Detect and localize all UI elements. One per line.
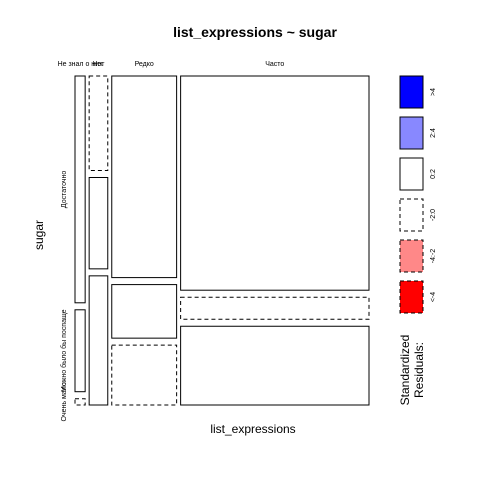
mosaic-tile — [111, 75, 178, 279]
legend-title-line2: Residuals: — [412, 342, 426, 398]
mosaic-tile — [74, 309, 86, 393]
legend-label: <-4 — [430, 292, 437, 302]
mosaic-tile — [111, 344, 178, 406]
y-tick-label: Очень мало — [61, 382, 68, 421]
legend-label: 2:4 — [430, 128, 437, 138]
mosaic-tile — [74, 75, 86, 304]
residuals-legend: >4 2:4 0:2 -2:0 -4:-2 <-4 — [399, 75, 437, 314]
x-tick-label: Нет — [92, 61, 105, 68]
legend-swatch — [399, 280, 424, 314]
chart-title: list_expressions ~ sugar — [173, 24, 337, 40]
mosaic-tile — [111, 284, 178, 339]
legend-label: -4:-2 — [430, 249, 437, 264]
x-tick-label: Не знал о них — [58, 61, 104, 68]
y-tick-label: Достаточно — [61, 171, 68, 208]
mosaic-tile — [180, 75, 370, 291]
legend-swatch — [399, 157, 424, 191]
legend-label: 0:2 — [430, 169, 437, 179]
x-tick-label: Редко — [135, 61, 154, 68]
legend-label: -2:0 — [430, 209, 437, 221]
legend-swatch — [399, 116, 424, 150]
mosaic-tiles — [74, 75, 370, 406]
x-tick-label: Часто — [265, 61, 284, 68]
mosaic-tile — [88, 177, 109, 270]
legend-swatch — [399, 239, 424, 273]
y-axis-label: sugar — [32, 220, 46, 250]
x-axis-label: list_expressions — [210, 422, 295, 436]
mosaic-tile — [180, 296, 370, 320]
mosaic-tile — [88, 75, 109, 171]
legend-title-line1: Standardized — [398, 335, 412, 406]
legend-swatch — [399, 198, 424, 232]
y-tick-label: Можно было бы поспаще — [60, 309, 68, 392]
legend-swatch — [399, 75, 424, 109]
mosaic-tile — [88, 275, 109, 406]
mosaic-tile — [180, 325, 370, 406]
mosaic-tile — [74, 398, 86, 406]
legend-label: >4 — [430, 88, 437, 96]
